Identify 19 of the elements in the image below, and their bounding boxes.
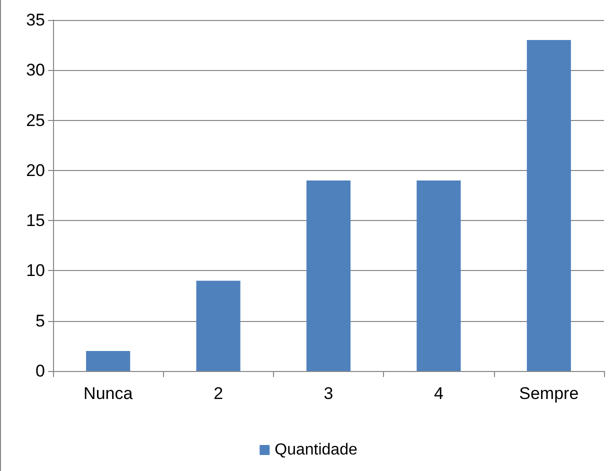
y-tick-label: 5 (36, 311, 45, 330)
x-tick-label: 3 (324, 384, 334, 403)
bar (196, 280, 240, 371)
y-tick-label: 35 (26, 10, 45, 30)
bar (416, 180, 461, 371)
x-tick-label: 2 (214, 384, 224, 403)
bar (306, 180, 351, 371)
y-tick-label: 15 (26, 211, 45, 230)
x-tick-label: 4 (434, 384, 444, 403)
y-tick-label: 25 (26, 110, 45, 130)
bar (86, 350, 130, 371)
bar (526, 40, 571, 371)
y-tick-label: 0 (36, 362, 45, 380)
y-tick-label: 10 (26, 261, 45, 280)
x-tick-label: Nunca (84, 384, 134, 403)
legend-label: Quantidade (274, 442, 358, 458)
y-tick-label: 30 (26, 60, 45, 80)
x-tick-label: Sempre (519, 384, 579, 403)
y-tick-label: 20 (26, 160, 45, 180)
